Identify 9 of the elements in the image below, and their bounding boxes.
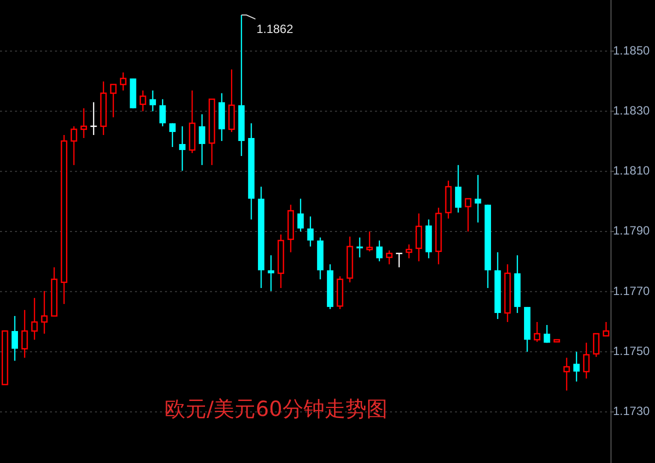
- y-tick-label: 1.1850: [613, 43, 650, 58]
- y-tick-label: 1.1810: [613, 164, 650, 178]
- annotation: 1.1862: [256, 22, 294, 36]
- y-tick-label: 1.1730: [613, 404, 650, 418]
- y-tick-label: 1.1790: [613, 224, 650, 238]
- text: 欧元/美元60分钟走势图: [164, 397, 388, 421]
- y-tick-label: 1.1750: [613, 344, 650, 358]
- y-tick-label: 1.1770: [613, 284, 650, 298]
- y-tick-label: 1.1830: [613, 103, 650, 118]
